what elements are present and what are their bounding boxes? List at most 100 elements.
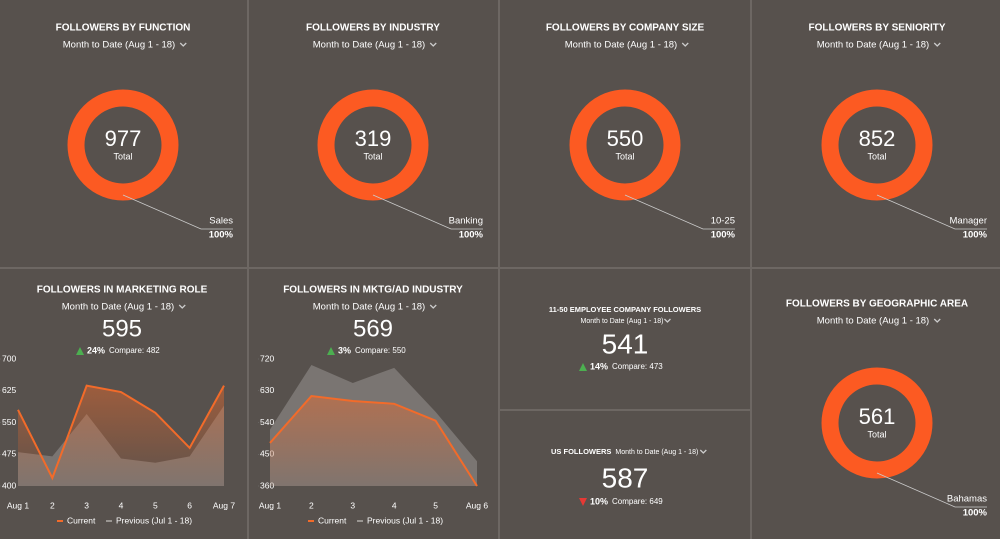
leader-line bbox=[876, 194, 987, 230]
x-tick-label: 3 bbox=[350, 500, 355, 510]
legend-label: Previous (Jul 1 - 18) bbox=[367, 515, 443, 525]
donut-ring bbox=[821, 89, 933, 201]
period: Month to Date (Aug 1 - 18) bbox=[313, 40, 425, 51]
panel-title: FOLLOWERS IN MARKETING ROLE bbox=[37, 285, 208, 296]
period: Month to Date (Aug 1 - 18) bbox=[565, 40, 677, 51]
x-tick-label: 2 bbox=[50, 500, 55, 510]
dropdown-chevron bbox=[179, 42, 187, 47]
compare: Compare: 482 bbox=[109, 346, 160, 355]
segment-percent: 100% bbox=[963, 230, 988, 241]
leader-line bbox=[372, 194, 483, 230]
x-tick-label: Aug 6 bbox=[466, 500, 488, 510]
kpi-value: 569 bbox=[353, 315, 393, 342]
dropdown-chevron bbox=[933, 42, 941, 47]
period: Month to Date (Aug 1 - 18) bbox=[817, 316, 929, 327]
y-tick-label: 360 bbox=[260, 480, 274, 490]
y-tick-label: 540 bbox=[260, 417, 274, 427]
donut-total-label: Total bbox=[615, 151, 634, 161]
x-tick-label: 6 bbox=[187, 500, 192, 510]
legend-label: Current bbox=[67, 515, 96, 525]
donut-total: 852 bbox=[859, 126, 896, 151]
period: Month to Date (Aug 1 - 18) bbox=[313, 302, 425, 313]
down-arrow bbox=[579, 498, 587, 506]
panel-title: FOLLOWERS BY SENIORITY bbox=[808, 23, 945, 34]
x-tick-label: Aug 7 bbox=[213, 500, 235, 510]
y-tick-label: 625 bbox=[2, 385, 16, 395]
segment-percent: 100% bbox=[711, 230, 736, 241]
up-arrow bbox=[579, 363, 587, 371]
panel-title: FOLLOWERS BY GEOGRAPHIC AREA bbox=[786, 299, 968, 310]
dropdown-chevron bbox=[429, 42, 437, 47]
donut-total: 550 bbox=[607, 126, 644, 151]
up-arrow bbox=[327, 347, 335, 355]
segment-label: Bahamas bbox=[947, 494, 987, 505]
period: Month to Date (Aug 1 - 18) bbox=[62, 302, 174, 313]
donut-ring bbox=[317, 89, 429, 201]
donut-total-label: Total bbox=[113, 151, 132, 161]
donut-ring bbox=[821, 367, 933, 479]
donut-ring bbox=[67, 89, 179, 201]
panel-title: FOLLOWERS IN MKTG/AD INDUSTRY bbox=[283, 285, 463, 296]
current-area bbox=[18, 385, 224, 486]
segment-label: Manager bbox=[950, 216, 988, 227]
y-tick-label: 720 bbox=[260, 353, 274, 363]
donut-total-label: Total bbox=[867, 429, 886, 439]
dropdown-chevron bbox=[429, 304, 437, 309]
y-tick-label: 700 bbox=[2, 353, 16, 363]
change: 24% bbox=[87, 345, 105, 355]
dropdown-chevron bbox=[663, 318, 671, 323]
panel-title: FOLLOWERS BY FUNCTION bbox=[56, 23, 191, 34]
x-tick-label: 4 bbox=[392, 500, 397, 510]
y-tick-label: 550 bbox=[2, 417, 16, 427]
period: Month to Date (Aug 1 - 18) bbox=[817, 40, 929, 51]
current-line bbox=[269, 394, 478, 487]
x-tick-label: 5 bbox=[153, 500, 158, 510]
panel-title: FOLLOWERS BY INDUSTRY bbox=[306, 23, 440, 34]
y-tick-label: 400 bbox=[2, 480, 16, 490]
y-tick-label: 630 bbox=[260, 385, 274, 395]
dropdown-chevron bbox=[681, 42, 689, 47]
y-tick-label: 450 bbox=[260, 449, 274, 459]
x-tick-label: 2 bbox=[309, 500, 314, 510]
leader-line bbox=[122, 194, 233, 230]
panel-title: FOLLOWERS BY COMPANY SIZE bbox=[546, 23, 705, 34]
compare: Compare: 473 bbox=[612, 362, 663, 371]
panel-title: 11-50 EMPLOYEE COMPANY FOLLOWERS bbox=[549, 305, 701, 314]
donut-total-label: Total bbox=[867, 151, 886, 161]
segment-percent: 100% bbox=[459, 230, 484, 241]
dropdown-chevron bbox=[699, 449, 707, 454]
kpi-value: 541 bbox=[602, 328, 649, 359]
legend-label: Current bbox=[318, 515, 347, 525]
period: Month to Date (Aug 1 - 18) bbox=[581, 318, 664, 325]
donut-total: 319 bbox=[355, 126, 392, 151]
kpi-value: 595 bbox=[102, 315, 142, 342]
y-tick-label: 475 bbox=[2, 449, 16, 459]
segment-label: Banking bbox=[449, 216, 483, 227]
current-area bbox=[270, 396, 477, 486]
leader-line bbox=[876, 472, 987, 508]
change: 10% bbox=[590, 496, 608, 506]
donut-ring bbox=[569, 89, 681, 201]
compare: Compare: 649 bbox=[612, 497, 663, 506]
x-tick-label: Aug 1 bbox=[259, 500, 281, 510]
dropdown-chevron bbox=[933, 318, 941, 323]
change: 3% bbox=[338, 345, 351, 355]
donut-total: 977 bbox=[105, 126, 142, 151]
donut-total-label: Total bbox=[363, 151, 382, 161]
segment-percent: 100% bbox=[209, 230, 234, 241]
segment-label: 10-25 bbox=[711, 216, 735, 227]
compare: Compare: 550 bbox=[355, 346, 406, 355]
current-line bbox=[17, 384, 225, 481]
x-tick-label: 3 bbox=[84, 500, 89, 510]
x-tick-label: 5 bbox=[433, 500, 438, 510]
x-tick-label: Aug 1 bbox=[7, 500, 29, 510]
segment-label: Sales bbox=[209, 216, 233, 227]
segment-percent: 100% bbox=[963, 508, 988, 519]
change: 14% bbox=[590, 361, 608, 371]
up-arrow bbox=[76, 347, 84, 355]
legend-label: Previous (Jul 1 - 18) bbox=[116, 515, 192, 525]
kpi-value: 587 bbox=[602, 462, 649, 493]
period: Month to Date (Aug 1 - 18) bbox=[615, 449, 698, 456]
